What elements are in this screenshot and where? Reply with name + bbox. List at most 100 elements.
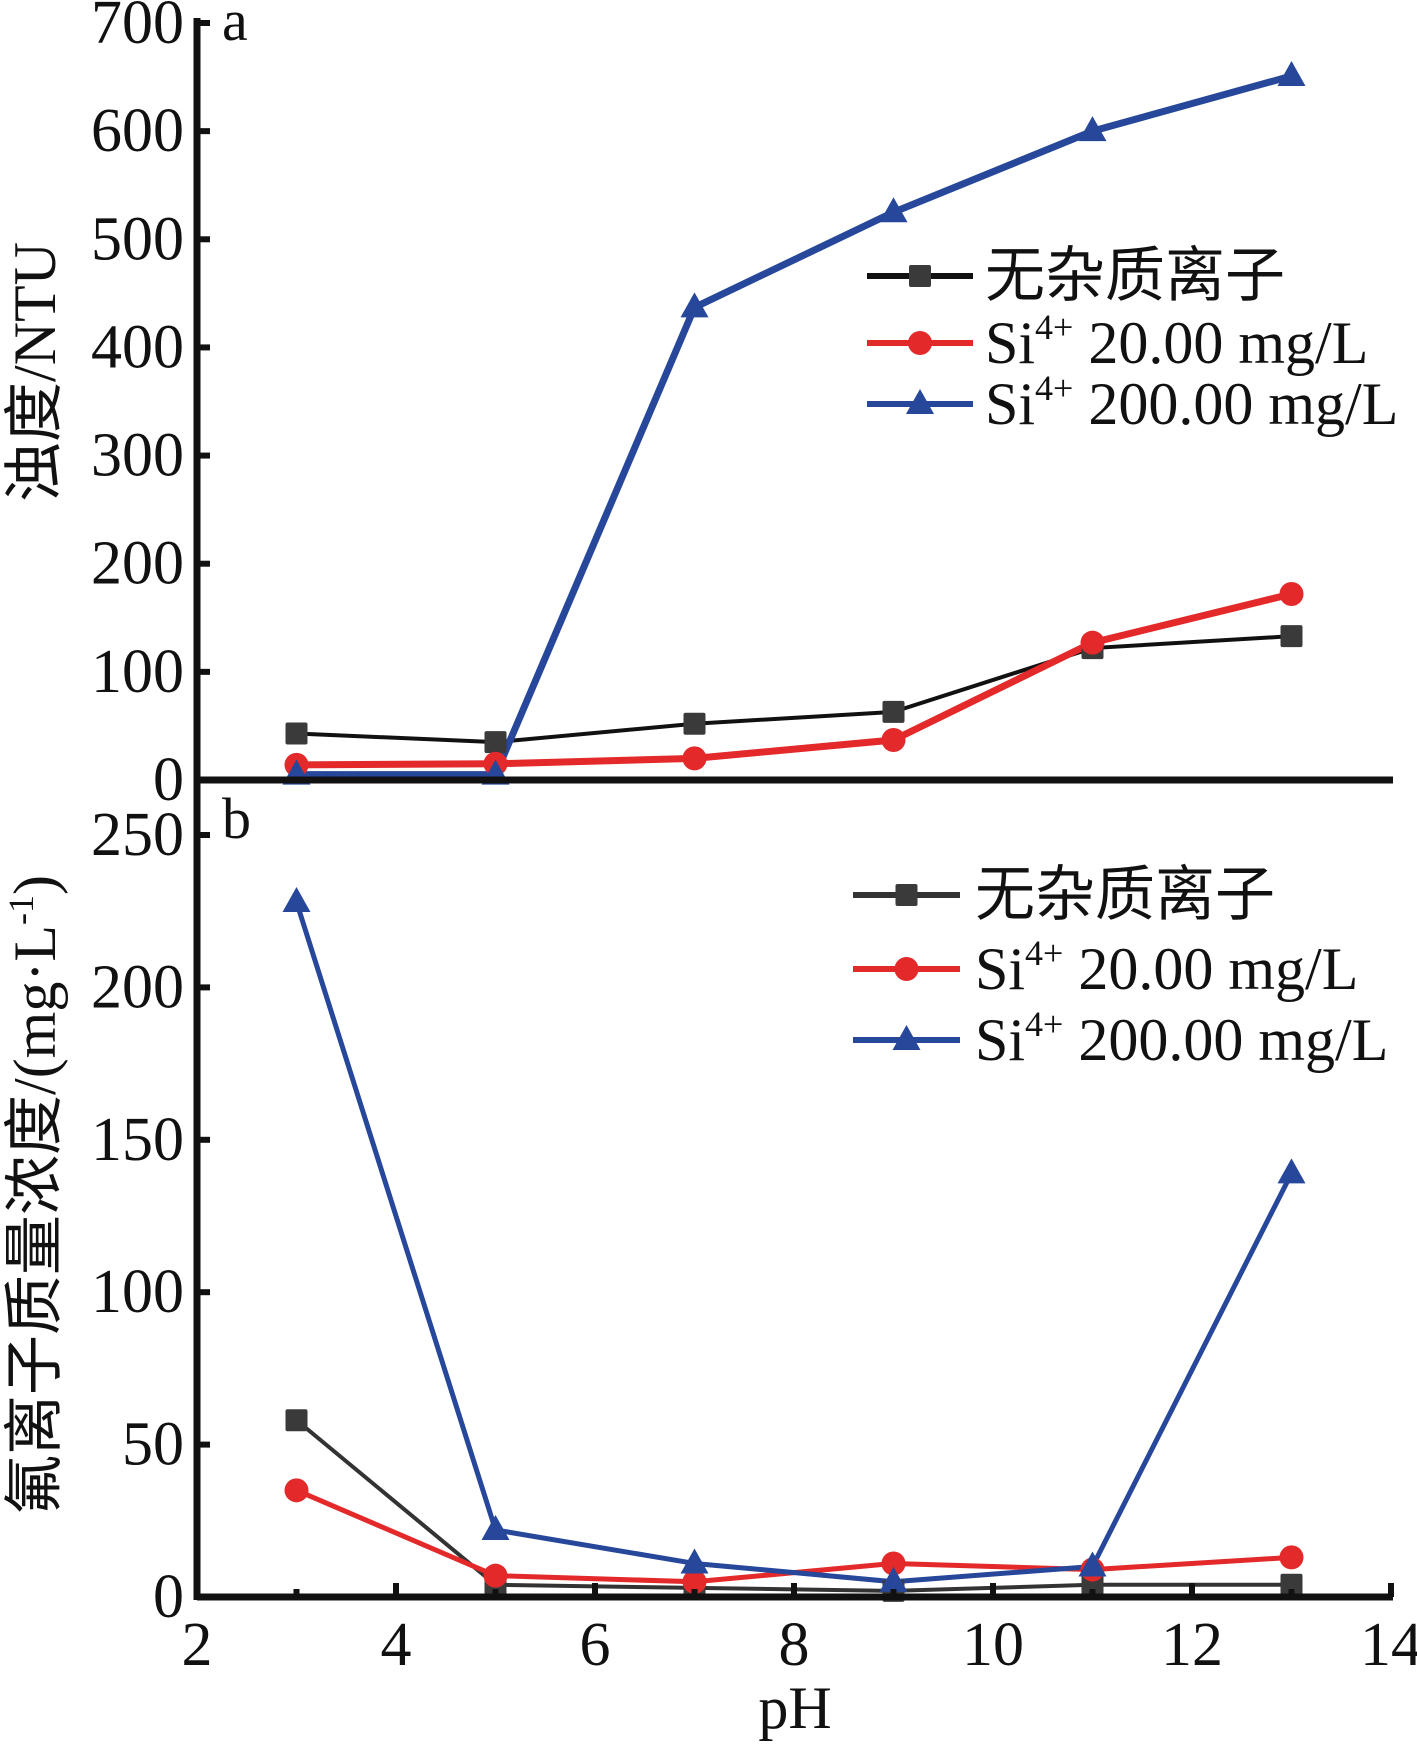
y-tick-label: 200 <box>91 530 184 598</box>
data-point-circle <box>881 727 906 752</box>
data-point-triangle <box>1078 116 1107 142</box>
x-tick-label: 10 <box>962 1611 1024 1679</box>
panel-b: 0 50 100 150 200 250 2 4 6 8 10 12 14 b 氟离子质量浓度/(mg… <box>1 786 1417 1741</box>
y-tick-label: 300 <box>91 422 184 490</box>
data-point-square <box>484 731 507 754</box>
series-line-square <box>296 634 1292 745</box>
y-tick-label: 150 <box>91 1106 184 1174</box>
legend-label-sup: 4+ <box>1035 368 1073 408</box>
data-point-triangle <box>282 887 311 913</box>
legend-marker-triangle <box>906 389 934 414</box>
y-tick-label: 250 <box>91 801 184 869</box>
panel-b-y-ticks: 0 50 100 150 200 250 <box>91 801 210 1631</box>
legend-item: Si4+ 20.00 mg/L <box>853 933 1358 1002</box>
x-tick-label: 14 <box>1360 1611 1417 1679</box>
legend-label-main: Si <box>985 310 1035 376</box>
legend-label-rest: 20.00 mg/L <box>1073 310 1368 376</box>
y-tick-label: 0 <box>153 1563 184 1631</box>
x-tick-label: 4 <box>381 1611 412 1679</box>
panel-a-y-axis-title: 浊度/NTU <box>2 242 68 502</box>
data-point-triangle <box>1277 60 1306 86</box>
legend-label-sup: 4+ <box>1025 933 1063 973</box>
panel-b-x-ticks: 2 4 6 8 10 12 14 <box>182 1583 1417 1679</box>
legend-label-main: Si <box>975 1007 1025 1073</box>
data-point-square <box>1280 1573 1303 1596</box>
y-tick-label: 700 <box>91 0 184 57</box>
legend-item: Si4+ 200.00 mg/L <box>853 1004 1388 1073</box>
panel-b-series-markers <box>282 887 1306 1602</box>
legend-label: Si4+ 200.00 mg/L <box>985 368 1398 437</box>
y-tick-label: 100 <box>91 638 184 706</box>
data-point-circle <box>682 1569 707 1594</box>
legend-label-rest: 200.00 mg/L <box>1063 1007 1388 1073</box>
data-point-triangle <box>1078 1551 1107 1577</box>
legend-marker-triangle <box>892 1025 921 1050</box>
y-tick-label: 400 <box>91 313 184 381</box>
data-point-triangle <box>680 1548 709 1574</box>
panel-b-series-lines <box>294 901 1294 1593</box>
data-point-circle <box>483 1563 508 1588</box>
panel-a-series-lines <box>296 72 1293 779</box>
series-line-circle <box>295 1488 1292 1585</box>
y-tick-label: 0 <box>153 746 184 814</box>
legend-marker-circle <box>894 957 919 981</box>
y-tick-label: 200 <box>91 953 184 1021</box>
y-tick-label: 100 <box>91 1258 184 1326</box>
data-point-square <box>285 1409 308 1432</box>
panel-a-y-ticks: 0 100 200 300 400 500 600 700 <box>91 0 210 814</box>
panel-b-y-axis-title-end: ) <box>2 875 68 895</box>
data-point-circle <box>682 746 707 771</box>
data-point-circle <box>1279 581 1304 606</box>
data-point-circle <box>284 1478 309 1503</box>
legend-label: Si4+ 20.00 mg/L <box>985 307 1368 376</box>
x-tick-label: 8 <box>779 1611 810 1679</box>
data-point-circle <box>1279 1545 1304 1570</box>
legend-marker-square <box>909 265 931 287</box>
panel-b-y-axis-title: 氟离子质量浓度/(mg·L-1) <box>1 875 68 1515</box>
legend-marker-square <box>895 884 918 906</box>
legend-label-rest: 200.00 mg/L <box>1073 371 1398 437</box>
panel-b-y-axis-title-sup: -1 <box>1 895 41 925</box>
legend-item: 无杂质离子 <box>867 243 1285 309</box>
data-point-triangle <box>879 197 908 223</box>
y-tick-label: 500 <box>91 205 184 273</box>
legend-label-rest: 20.00 mg/L <box>1063 936 1358 1002</box>
data-point-triangle <box>879 1566 908 1592</box>
legend-label: Si4+ 20.00 mg/L <box>975 933 1358 1002</box>
x-tick-label: 6 <box>580 1611 611 1679</box>
data-point-triangle <box>481 1514 510 1540</box>
x-axis-title: pH <box>758 1675 831 1741</box>
legend-label: 无杂质离子 <box>975 862 1275 928</box>
data-point-circle <box>881 1551 906 1576</box>
data-point-square <box>285 722 308 745</box>
panel-a-label: a <box>222 0 248 53</box>
data-point-square <box>882 700 905 723</box>
y-tick-label: 600 <box>91 97 184 165</box>
x-tick-label: 12 <box>1161 1611 1223 1679</box>
legend-item: 无杂质离子 <box>853 862 1275 928</box>
series-line-triangle <box>296 72 1293 779</box>
legend-label-main: Si <box>975 936 1025 1002</box>
legend-item: Si4+ 200.00 mg/L <box>867 368 1398 437</box>
legend-label-sup: 4+ <box>1035 307 1073 347</box>
x-tick-label: 2 <box>182 1611 213 1679</box>
panel-b-label: b <box>222 786 251 851</box>
data-point-square <box>1280 625 1303 648</box>
legend-marker-circle <box>908 331 932 355</box>
data-point-triangle <box>680 292 709 318</box>
legend-label: 无杂质离子 <box>985 243 1285 309</box>
legend-label-sup: 4+ <box>1025 1004 1063 1044</box>
legend-label: Si4+ 200.00 mg/L <box>975 1004 1388 1073</box>
data-point-circle <box>1080 630 1105 655</box>
legend-item: Si4+ 20.00 mg/L <box>867 307 1368 376</box>
y-tick-label: 50 <box>122 1411 184 1479</box>
panel-b-y-axis-title-main: 氟离子质量浓度/(mg·L <box>2 925 68 1515</box>
legend-label-main: Si <box>985 371 1035 437</box>
series-line-circle <box>296 590 1293 769</box>
data-point-triangle <box>1277 1158 1306 1184</box>
series-line-triangle <box>294 901 1294 1585</box>
